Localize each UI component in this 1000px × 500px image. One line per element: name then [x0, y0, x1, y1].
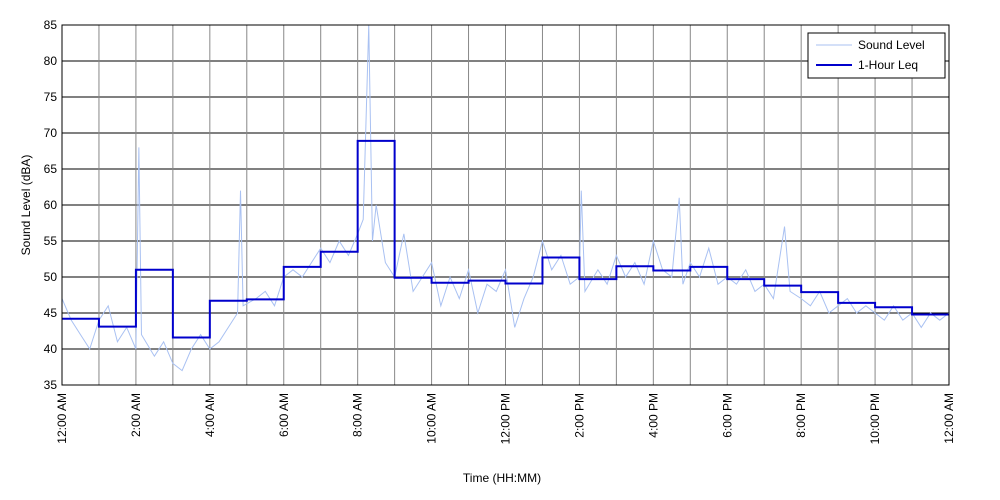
y-tick-label: 40 [44, 342, 58, 356]
y-axis-label: Sound Level (dBA) [19, 155, 33, 256]
x-tick-label: 2:00 PM [572, 393, 586, 438]
y-tick-label: 85 [44, 18, 58, 32]
y-tick-label: 75 [44, 90, 58, 104]
y-tick-label: 65 [44, 162, 58, 176]
x-tick-label: 6:00 PM [720, 393, 734, 438]
y-tick-label: 45 [44, 306, 58, 320]
legend-box [807, 32, 946, 79]
legend-label: 1-Hour Leq [858, 58, 918, 72]
y-tick-label: 50 [44, 270, 58, 284]
y-tick-label: 80 [44, 54, 58, 68]
x-tick-label: 10:00 PM [868, 393, 882, 444]
x-tick-label: 12:00 PM [499, 393, 513, 444]
plot-frame [61, 24, 950, 386]
y-tick-label: 70 [44, 126, 58, 140]
x-tick-label: 2:00 AM [129, 393, 143, 437]
x-tick-label: 4:00 PM [646, 393, 660, 438]
legend-label: Sound Level [858, 38, 925, 52]
y-tick-label: 35 [44, 378, 58, 392]
x-tick-label: 12:00 AM [942, 393, 956, 444]
x-tick-label: 12:00 AM [55, 393, 69, 444]
y-tick-label: 55 [44, 234, 58, 248]
sound-level-line [61, 24, 950, 372]
leq-step-line [62, 139, 949, 339]
x-tick-label: 8:00 PM [794, 393, 808, 438]
x-tick-label: 10:00 AM [425, 393, 439, 444]
x-tick-label: 6:00 AM [277, 393, 291, 437]
x-tick-label: 8:00 AM [351, 393, 365, 437]
x-tick-label: 4:00 AM [203, 393, 217, 437]
x-axis-label: Time (HH:MM) [463, 471, 541, 485]
y-tick-label: 60 [44, 198, 58, 212]
